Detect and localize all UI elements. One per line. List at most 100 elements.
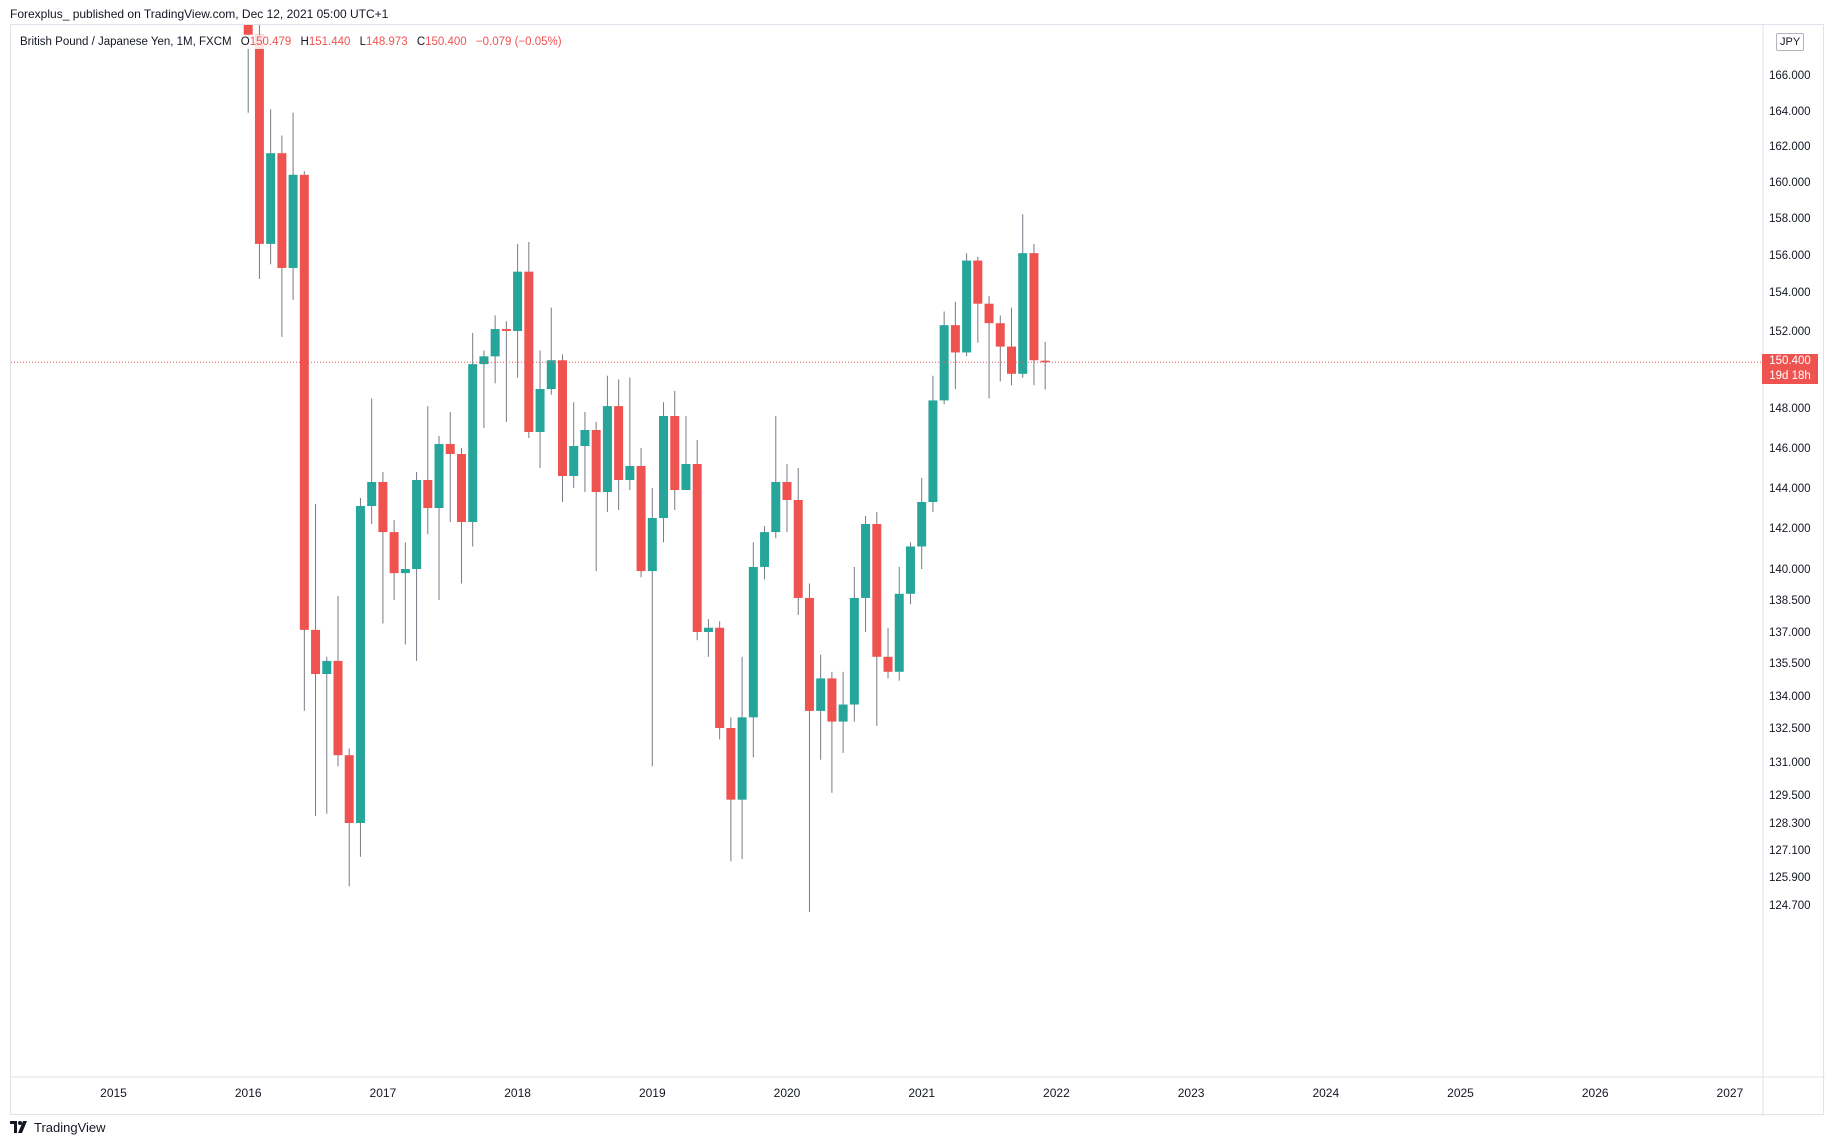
time-tick-label: 2025	[1447, 1086, 1474, 1100]
candle-down[interactable]	[872, 524, 882, 657]
price-tick-label: 127.100	[1769, 845, 1811, 857]
candle-up[interactable]	[816, 678, 826, 711]
tradingview-logo-icon	[10, 1121, 27, 1133]
candle-up[interactable]	[771, 482, 781, 533]
legend-low-label: L	[359, 36, 367, 48]
time-tick-label: 2016	[235, 1086, 262, 1100]
candle-down[interactable]	[883, 656, 893, 672]
candle-up[interactable]	[412, 480, 422, 569]
time-tick-label: 2026	[1582, 1086, 1609, 1100]
price-tick-label: 154.000	[1769, 287, 1811, 299]
candle-down[interactable]	[973, 260, 983, 304]
candle-up[interactable]	[434, 444, 444, 508]
candle-up[interactable]	[569, 446, 579, 476]
candle-up[interactable]	[322, 660, 332, 674]
candle-down[interactable]	[804, 597, 814, 711]
candle-down[interactable]	[456, 454, 466, 522]
candle-down[interactable]	[1029, 253, 1039, 361]
candle-down[interactable]	[333, 660, 343, 756]
candle-down[interactable]	[501, 329, 511, 331]
candle-down[interactable]	[692, 464, 702, 632]
candle-up[interactable]	[288, 174, 298, 268]
candle-up[interactable]	[546, 360, 556, 389]
candle-down[interactable]	[782, 482, 792, 500]
candle-up[interactable]	[535, 389, 545, 432]
candle-up[interactable]	[962, 260, 972, 353]
legend-high-value: 151.440	[308, 36, 351, 48]
candle-down[interactable]	[636, 466, 646, 572]
candle-down[interactable]	[715, 627, 725, 728]
bar-countdown: 19d 18h	[1769, 370, 1811, 383]
candle-up[interactable]	[513, 271, 523, 331]
candle-up[interactable]	[1018, 253, 1028, 374]
candle-down[interactable]	[389, 532, 399, 574]
candle-down[interactable]	[558, 360, 567, 476]
candle-down[interactable]	[524, 271, 534, 432]
candle-up[interactable]	[647, 518, 657, 572]
candle-up[interactable]	[468, 364, 478, 522]
price-tick-label: 134.000	[1769, 691, 1811, 703]
candle-up[interactable]	[659, 416, 669, 518]
candle-up[interactable]	[894, 593, 904, 672]
price-tick-label: 129.500	[1769, 790, 1811, 802]
candle-down[interactable]	[726, 728, 736, 800]
candle-up[interactable]	[367, 482, 377, 506]
candle-up[interactable]	[266, 153, 276, 244]
candle-down[interactable]	[827, 678, 837, 722]
currency-button[interactable]: JPY	[1776, 33, 1805, 51]
candle-up[interactable]	[760, 532, 770, 567]
footer-brand-label: TradingView	[34, 1119, 106, 1135]
candle-down[interactable]	[793, 500, 803, 598]
candle-up[interactable]	[602, 406, 612, 492]
candle-up[interactable]	[580, 430, 590, 446]
candle-down[interactable]	[243, 25, 253, 35]
candle-down[interactable]	[591, 430, 601, 492]
candle-up[interactable]	[849, 597, 859, 705]
time-tick-label: 2017	[370, 1086, 397, 1100]
candle-down[interactable]	[254, 34, 264, 244]
candle-up[interactable]	[479, 356, 489, 365]
time-tick-label: 2019	[639, 1086, 666, 1100]
candle-down[interactable]	[445, 444, 455, 454]
candle-down[interactable]	[614, 406, 624, 480]
legend-close-value: 150.400	[425, 36, 467, 48]
chart-frame[interactable]: 166.000 164.000 162.000 160.000 158.000 156.0…	[10, 24, 1825, 1116]
candle-down[interactable]	[277, 153, 287, 268]
last-price-badge: 150.400 19d 18h	[1762, 354, 1818, 385]
legend-symbol: British Pound / Japanese Yen, 1M, FXCM	[20, 36, 232, 48]
candle-up[interactable]	[681, 464, 691, 490]
candlestick-chart[interactable]: 166.000 164.000 162.000 160.000 158.000 156.0…	[11, 25, 1825, 1116]
candle-down[interactable]	[1040, 360, 1050, 363]
candle-down[interactable]	[984, 303, 994, 324]
candle-up[interactable]	[905, 546, 915, 594]
candle-up[interactable]	[355, 506, 365, 823]
candle-up[interactable]	[400, 569, 410, 574]
candle-up[interactable]	[748, 566, 758, 718]
candle-down[interactable]	[423, 480, 433, 508]
price-tick-label: 164.000	[1769, 106, 1811, 118]
candle-down[interactable]	[378, 482, 388, 533]
candle-up[interactable]	[928, 400, 938, 502]
price-tick-label: 131.000	[1769, 757, 1811, 769]
candle-up[interactable]	[737, 717, 747, 800]
candle-up[interactable]	[490, 329, 500, 357]
candle-up[interactable]	[838, 704, 848, 722]
candle-up[interactable]	[703, 627, 713, 632]
candle-up[interactable]	[861, 524, 871, 598]
candle-up[interactable]	[625, 466, 635, 480]
candle-down[interactable]	[1007, 346, 1016, 374]
footer-brand[interactable]: TradingView	[10, 1116, 106, 1138]
price-tick-label: 152.000	[1769, 326, 1811, 338]
candle-down[interactable]	[995, 323, 1005, 347]
candle-down[interactable]	[311, 629, 321, 674]
candle-down[interactable]	[670, 416, 680, 490]
price-tick-label: 137.000	[1769, 627, 1811, 639]
price-tick-label: 144.000	[1769, 483, 1811, 495]
candle-down[interactable]	[344, 755, 354, 823]
candle-down[interactable]	[299, 174, 309, 630]
candle-down[interactable]	[950, 325, 960, 353]
price-tick-label: 124.700	[1769, 900, 1811, 912]
candle-up[interactable]	[939, 325, 949, 401]
time-tick-label: 2015	[100, 1086, 127, 1100]
candle-up[interactable]	[917, 502, 927, 547]
